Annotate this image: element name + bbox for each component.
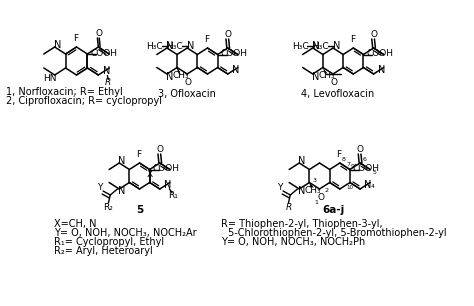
Text: 10: 10 [346,185,354,190]
Text: N: N [103,65,110,76]
Text: R₁= Cyclopropyl, Ethyl: R₁= Cyclopropyl, Ethyl [54,237,164,247]
Polygon shape [310,182,314,188]
Text: O: O [224,29,231,39]
Text: 9: 9 [351,164,355,169]
Text: R₁: R₁ [168,191,178,200]
Text: X: X [146,170,153,178]
Text: N: N [333,41,340,51]
Text: H₃C: H₃C [312,42,329,50]
Text: O: O [356,144,364,154]
Text: 5: 5 [136,205,143,215]
Text: HN: HN [44,73,57,83]
Text: X=CH, N: X=CH, N [54,219,97,229]
Text: N: N [166,41,173,51]
Text: N: N [312,72,319,82]
Text: 1: 1 [314,200,318,204]
Text: 6a-j: 6a-j [322,205,344,215]
Text: N: N [118,156,126,166]
Text: COOH: COOH [366,49,393,58]
Text: N: N [187,41,194,51]
Text: CH₃: CH₃ [318,71,335,80]
Text: F: F [337,150,341,159]
Text: N: N [232,65,239,75]
Text: H₃C: H₃C [166,42,183,50]
Text: 8: 8 [341,156,346,162]
Text: O: O [184,77,191,87]
Text: N: N [298,186,306,196]
Text: O: O [96,28,103,38]
Text: 7: 7 [346,162,350,167]
Text: O: O [156,144,163,154]
Text: N: N [118,186,126,196]
Text: COOH: COOH [90,48,117,58]
Text: H₃C: H₃C [292,42,309,50]
Text: 3, Ofloxacin: 3, Ofloxacin [158,89,216,99]
Text: N: N [298,156,306,166]
Text: 4: 4 [370,184,374,189]
Text: F: F [350,35,355,43]
Text: F: F [73,33,78,43]
Text: 1, Norfloxacin; R= Ethyl: 1, Norfloxacin; R= Ethyl [6,87,123,97]
Text: 2: 2 [325,188,329,193]
Text: Y= O, NOH, NOCH₃, NOCH₂Ph: Y= O, NOH, NOCH₃, NOCH₂Ph [220,237,365,247]
Text: N: N [54,40,61,50]
Text: R= Thiophen-2-yl, Thiophen-3-yl,: R= Thiophen-2-yl, Thiophen-3-yl, [220,219,382,229]
Text: R: R [105,78,111,87]
Text: 3: 3 [313,178,317,183]
Text: Y: Y [97,182,102,192]
Text: F: F [204,35,209,43]
Text: R: R [285,203,292,212]
Text: N: N [312,41,319,51]
Text: N: N [364,180,372,190]
Text: N: N [378,65,385,75]
Text: COOH: COOH [353,164,380,173]
Text: O: O [330,77,337,87]
Text: R₂= Aryl, Heteroaryl: R₂= Aryl, Heteroaryl [54,246,153,256]
Text: R₂: R₂ [103,203,113,212]
Text: 2, Ciprofloxacin; R= cyclopropyl: 2, Ciprofloxacin; R= cyclopropyl [6,96,162,106]
Polygon shape [323,68,328,73]
Text: Y= O, NOH, NOCH₃, NOCH₂Ar: Y= O, NOH, NOCH₃, NOCH₂Ar [54,228,197,238]
Text: O: O [370,29,377,39]
Text: O: O [318,192,325,201]
Text: CH₃: CH₃ [305,186,321,195]
Text: H₃C: H₃C [146,42,163,50]
Text: 4, Levofloxacin: 4, Levofloxacin [301,89,374,99]
Text: N: N [166,72,173,82]
Text: N: N [164,180,171,190]
Text: COOH: COOH [152,164,179,173]
Text: CH₃: CH₃ [173,71,189,80]
Text: COOH: COOH [220,49,247,58]
Text: F: F [136,150,141,159]
Text: 5: 5 [373,170,377,175]
Text: 6: 6 [363,156,366,162]
Text: 5-Chlorothiophen-2-yl, 5-Bromothiophen-2-yl: 5-Chlorothiophen-2-yl, 5-Bromothiophen-2… [228,228,447,238]
Text: Y: Y [277,182,282,192]
